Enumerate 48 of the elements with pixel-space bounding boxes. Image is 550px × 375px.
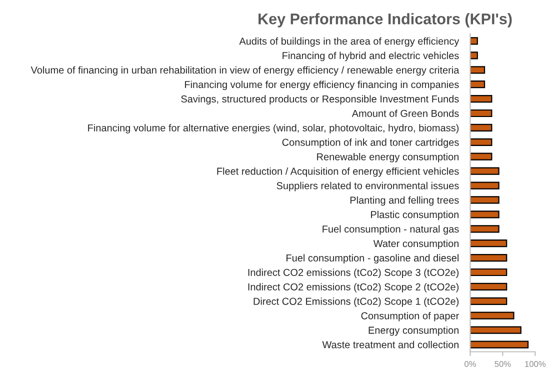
- y-tick-label: Fuel consumption - natural gas: [322, 225, 459, 235]
- bar: [470, 138, 492, 146]
- bar: [470, 109, 492, 118]
- y-tick-label: Volume of financing in urban rehabilitation in view of energy efficiency / renewable energy criteria: [30, 66, 460, 76]
- bar: [470, 52, 478, 60]
- y-tick-label: Audits of buildings in the area of energy efficiency: [239, 37, 460, 47]
- bar: [470, 66, 486, 74]
- bar: [470, 196, 500, 204]
- y-tick-label: Suppliers related to environmental issues: [276, 182, 459, 192]
- bar: [470, 254, 508, 262]
- y-tick-label: Fleet reduction / Acquisition of energy efficient vehicles: [217, 167, 459, 177]
- bar: [470, 240, 508, 248]
- y-tick-label: Savings, structured products or Responsible Investment Funds: [181, 95, 459, 104]
- bar: [470, 94, 492, 103]
- y-tick-label: Plastic consumption: [371, 210, 458, 220]
- bar: [470, 225, 500, 233]
- y-tick-label: Fuel consumption - gasoline and diesel: [286, 254, 458, 264]
- bar: [470, 312, 514, 320]
- bar: [470, 167, 500, 175]
- bar: [470, 37, 478, 45]
- bar: [470, 268, 508, 276]
- bar: [470, 282, 508, 291]
- y-tick-label: Financing volume for alternative energies (wind, solar, photovoltaic, hydro, biomass): [88, 124, 459, 134]
- y-tick-label: Renewable energy consumption: [317, 152, 458, 162]
- bar: [470, 80, 486, 88]
- bar: [470, 210, 500, 218]
- bar: [470, 124, 492, 132]
- bar: [470, 340, 529, 348]
- y-tick-label: Consumption of ink and toner cartridges: [282, 138, 459, 148]
- y-tick-label: Waste treatment and collection: [322, 340, 458, 348]
- bar: [470, 326, 522, 334]
- bar: [470, 152, 492, 160]
- x-tick-label: 100%: [525, 361, 546, 367]
- x-tick-label: 50%: [494, 361, 511, 367]
- bar: [470, 182, 500, 190]
- y-tick-label: Direct CO2 Emissions (tCo2) Scope 1 (tCO2e): [254, 298, 459, 307]
- y-tick-label: Amount of Green Bonds: [352, 110, 459, 117]
- bar: [470, 297, 508, 305]
- y-tick-label: Energy consumption: [368, 326, 458, 336]
- y-tick-label: Indirect CO2 emissions (tCo2) Scope 2 (tCO2e): [248, 283, 459, 292]
- y-tick-label: Consumption of paper: [361, 312, 459, 322]
- y-tick-label: Indirect CO2 emissions (tCo2) Scope 3 (tCO2e): [248, 268, 459, 278]
- y-tick-label: Financing volume for energy efficiency financing in companies: [185, 80, 459, 90]
- x-tick-label: 0%: [464, 361, 476, 367]
- y-tick-label: Planting and felling trees: [350, 196, 459, 206]
- y-tick-label: Water consumption: [373, 240, 458, 250]
- y-tick-label: Financing of hybrid and electric vehicles: [282, 52, 459, 62]
- chart-title: Key Performance Indicators (KPI's): [258, 13, 512, 28]
